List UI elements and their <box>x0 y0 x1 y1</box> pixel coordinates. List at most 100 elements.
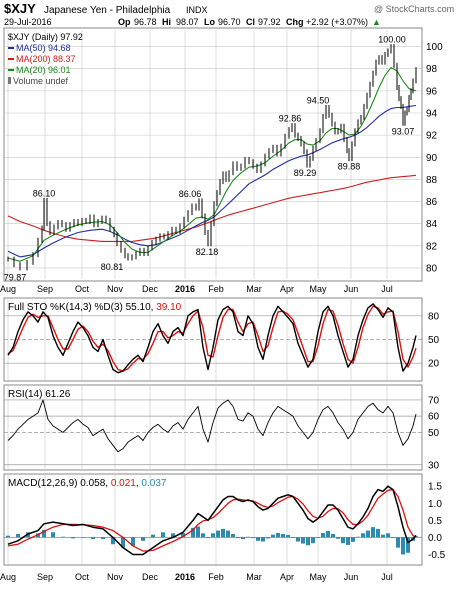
x-tick-label: May <box>309 284 327 294</box>
macd-histogram-bar <box>121 537 125 548</box>
macd-histogram-bar <box>321 532 325 538</box>
macd-histogram-bar <box>306 537 310 546</box>
sto-tick-label: 20 <box>428 359 440 370</box>
sto-legend: Full STO %K(14,3) %D(3) 55.10, 39.10 <box>8 302 182 313</box>
macd-histogram-bar <box>42 529 46 538</box>
price-tick-label: 86 <box>426 197 438 208</box>
macd-tick-label: -0.5 <box>428 550 446 561</box>
price-annotation: 86.06 <box>179 189 202 199</box>
price-tick-label: 84 <box>426 219 438 230</box>
x-tick-label-bottom: Feb <box>208 572 224 582</box>
legend-volume-swatch <box>8 77 11 84</box>
macd-histogram-bar <box>251 537 255 539</box>
macd-histogram-bar <box>281 534 285 538</box>
macd-histogram-bar <box>376 528 380 538</box>
price-tick-label: 92 <box>426 131 438 142</box>
x-tick-label-bottom: Jun <box>344 572 359 582</box>
macd-histogram-bar <box>221 528 225 538</box>
macd-histogram-bar <box>216 530 220 538</box>
macd-histogram-bar <box>396 537 400 548</box>
macd-histogram-bar <box>171 533 175 538</box>
price-annotation: 89.88 <box>338 162 361 172</box>
quote-op-value: 96.78 <box>134 17 157 27</box>
macd-histogram-bar <box>311 537 315 544</box>
macd-panel: -0.5 0.0 0.5 1.0 1.5 MACD(12,26,9) 0.058, 0.0… <box>4 478 446 561</box>
macd-histogram-bar <box>401 537 405 555</box>
rsi-legend: RSI(14) 61.26 <box>8 389 71 400</box>
macd-histogram-bar <box>141 537 145 541</box>
up-arrow-icon: ▲ <box>372 17 381 27</box>
instrument-name: Japanese Yen - Philadelphia <box>44 5 171 16</box>
sto-k-line <box>7 303 417 374</box>
price-annotation: 94.50 <box>307 95 330 105</box>
price-tick-label: 82 <box>426 241 438 252</box>
macd-histogram-bar <box>316 537 320 539</box>
macd-histogram-bar <box>16 534 20 538</box>
price-annotation: 100.00 <box>378 35 406 45</box>
sto-tick-label: 50 <box>428 335 440 346</box>
quote-hi-label: Hi <box>162 17 171 27</box>
macd-histogram-bar <box>391 537 395 539</box>
macd-panel-frame <box>3 473 423 566</box>
legend-volume-label: Volume undef <box>13 76 69 86</box>
macd-tick-label: 1.5 <box>428 482 442 493</box>
legend-price-label: $XJY (Daily) 97.92 <box>8 32 83 42</box>
legend-ma-label: MA(200) 88.37 <box>16 54 76 64</box>
macd-histogram-bar <box>381 534 385 538</box>
price-annotation: 80.81 <box>101 262 124 272</box>
x-tick-label: Apr <box>280 284 294 294</box>
price-y-axis: 80 82 84 86 88 90 92 94 96 98 100 <box>426 42 443 274</box>
price-annotation: 79.87 <box>4 272 27 282</box>
macd-histogram-bar <box>341 537 345 544</box>
x-tick-label: Jul <box>381 284 393 294</box>
macd-histogram-bar <box>211 533 215 538</box>
macd-histogram-bar <box>336 537 340 539</box>
quote-cl-label: Cl <box>246 17 255 27</box>
macd-histogram-bar <box>206 537 210 539</box>
macd-tick-label: 0.0 <box>428 533 442 544</box>
price-tick-label: 96 <box>426 86 438 97</box>
macd-legend: MACD(12,26,9) 0.058, 0.021, 0.037 <box>8 478 167 489</box>
macd-histogram-bar <box>196 526 200 538</box>
macd-histogram-bar <box>191 527 195 538</box>
macd-histogram-bar <box>61 536 65 538</box>
rsi-panel-frame <box>3 384 423 471</box>
x-tick-label-bottom: Apr <box>280 572 294 582</box>
macd-histogram-bar <box>131 537 135 546</box>
macd-histogram-bar <box>246 536 250 538</box>
date-x-axis: Aug Aug Sep Sep Oct Oct Nov Nov Dec Dec 2016 2016 Fe… <box>0 284 393 582</box>
macd-histogram-bar <box>111 537 115 545</box>
x-tick-label: 2016 <box>175 284 195 294</box>
quote-date: 29-Jul-2016 <box>4 17 52 27</box>
quote-op-label: Op <box>118 17 131 27</box>
macd-histogram-bar <box>276 532 280 538</box>
x-tick-label: Nov <box>107 284 124 294</box>
price-annotation: 82.18 <box>196 247 219 257</box>
macd-histogram-bar <box>366 530 370 538</box>
symbol-title: $XJY <box>4 1 36 16</box>
macd-histogram-bar <box>161 532 165 538</box>
macd-tick-label: 0.5 <box>428 516 442 527</box>
quote-hi-value: 98.07 <box>176 17 199 27</box>
price-series <box>7 44 417 271</box>
x-tick-label-bottom: Jul <box>381 572 393 582</box>
x-tick-label: Aug <box>0 284 16 294</box>
macd-histogram-bar <box>51 532 55 538</box>
price-annotation: 93.07 <box>392 126 415 136</box>
sto-tick-label: 80 <box>428 311 440 322</box>
x-tick-label: Oct <box>75 284 90 294</box>
macd-histogram-bar <box>101 537 105 540</box>
rsi-panel: 30 50 60 70 RSI(14) 61.26 <box>4 389 440 471</box>
stockcharts-watermark: @ StockCharts.com <box>374 4 454 14</box>
exchange-label: INDX <box>186 5 208 15</box>
macd-histogram-bar <box>361 533 365 538</box>
macd-histogram-bar <box>226 530 230 538</box>
macd-histogram-bar <box>271 534 275 538</box>
macd-histogram-bar <box>386 533 390 538</box>
rsi-line <box>7 399 417 453</box>
rsi-tick-label: 60 <box>428 412 440 423</box>
x-tick-label-bottom: May <box>309 572 327 582</box>
price-tick-label: 94 <box>426 109 438 120</box>
rsi-tick-label: 50 <box>428 428 440 439</box>
